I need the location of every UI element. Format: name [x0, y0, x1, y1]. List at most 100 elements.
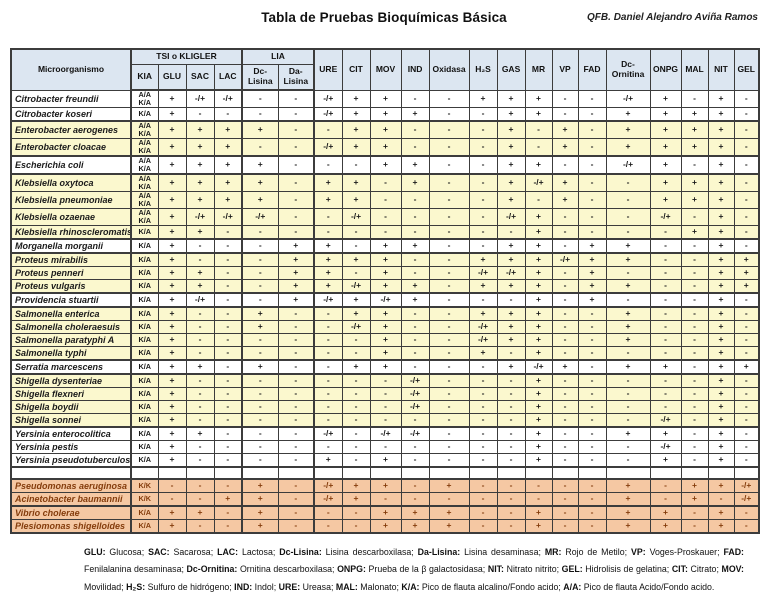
result-cell: +: [400, 238, 430, 254]
result-cell: +: [605, 478, 651, 494]
kia-result-cell: K/A: [130, 279, 159, 294]
result-cell: +: [369, 138, 402, 157]
kia-result-cell: K/A: [130, 426, 159, 442]
result-cell: -/+: [185, 89, 215, 109]
result-cell: +: [157, 89, 187, 109]
result-cell: -: [524, 191, 553, 210]
result-cell: +: [496, 120, 526, 140]
result-cell: +: [369, 238, 402, 254]
result-cell: -: [577, 505, 607, 521]
result-cell: [577, 466, 607, 480]
result-cell: -: [577, 107, 607, 122]
result-cell: -: [577, 208, 607, 227]
table-row-morganella-morganii: Morganella morganii K/A + - - - + + - + + - - + + - + + - -…: [10, 238, 760, 254]
result-cell: -: [241, 266, 279, 281]
kia-result-cell: K/K: [130, 492, 159, 507]
result-cell: +: [707, 453, 735, 468]
result-cell: -/+: [213, 89, 243, 109]
result-cell: -: [241, 252, 279, 268]
result-cell: -: [428, 373, 470, 389]
result-cell: +: [649, 107, 682, 122]
result-cell: -: [369, 225, 402, 240]
result-cell: -: [313, 208, 343, 227]
result-cell: -: [680, 238, 709, 254]
result-cell: -/+: [185, 292, 215, 308]
result-cell: +: [707, 89, 735, 109]
result-cell: -: [680, 155, 709, 175]
result-cell: -: [605, 191, 651, 210]
result-cell: -: [551, 238, 579, 254]
result-cell: +: [649, 359, 682, 375]
col-header-fad: FAD: [577, 48, 607, 91]
result-cell: +: [341, 120, 371, 140]
result-cell: +: [313, 191, 343, 210]
result-cell: -: [400, 346, 430, 361]
organism-name: Shigella boydii: [10, 400, 132, 415]
table-row-salmonella-choleraesuis: Salmonella choleraesuis K/A + - - + - - -/+ + - - -/…: [10, 320, 760, 335]
result-cell: -: [680, 453, 709, 468]
result-cell: -: [649, 492, 682, 507]
result-cell: -: [524, 492, 553, 507]
result-cell: -/+: [400, 387, 430, 402]
result-cell: -: [213, 359, 243, 375]
result-cell: +: [157, 138, 187, 157]
result-cell: -: [157, 478, 187, 494]
result-cell: +: [241, 359, 279, 375]
result-cell: -/+: [524, 359, 553, 375]
result-cell: [213, 466, 243, 480]
result-cell: -: [241, 400, 279, 415]
result-cell: [277, 466, 315, 480]
result-cell: +: [496, 279, 526, 294]
result-cell: -: [577, 453, 607, 468]
result-cell: -: [241, 440, 279, 455]
result-cell: -: [313, 519, 343, 534]
result-cell: -: [341, 225, 371, 240]
kia-result-cell: A/A K/A: [130, 89, 159, 109]
result-cell: +: [185, 138, 215, 157]
result-cell: -/+: [524, 173, 553, 193]
organism-name: Salmonella choleraesuis: [10, 320, 132, 335]
result-cell: +: [707, 346, 735, 361]
result-cell: +: [707, 279, 735, 294]
result-cell: +: [468, 306, 498, 322]
table-row-pseudomonas-aeruginosa: Pseudomonas aeruginosa K/K - - - + - -/+ + + - + - - -…: [10, 478, 760, 494]
result-cell: -: [551, 333, 579, 348]
result-cell: -: [341, 440, 371, 455]
result-cell: -: [185, 306, 215, 322]
result-cell: -/+: [313, 107, 343, 122]
result-cell: +: [369, 155, 402, 175]
result-cell: -: [468, 173, 498, 193]
result-cell: +: [496, 89, 526, 109]
result-cell: -: [313, 120, 343, 140]
result-cell: +: [369, 306, 402, 322]
result-cell: -: [213, 373, 243, 389]
result-cell: -: [577, 373, 607, 389]
result-cell: -: [313, 505, 343, 521]
result-cell: -/+: [468, 333, 498, 348]
result-cell: +: [605, 333, 651, 348]
result-cell: +: [605, 519, 651, 534]
table-row-vibrio-cholerae: Vibrio cholerae K/A + + - + - - - + + + - - + - - + + - + -: [10, 505, 760, 521]
result-cell: -/+: [313, 478, 343, 494]
result-cell: -: [649, 478, 682, 494]
result-cell: [496, 466, 526, 480]
result-cell: -: [428, 120, 470, 140]
result-cell: +: [649, 173, 682, 193]
result-cell: +: [313, 453, 343, 468]
result-cell: +: [524, 413, 553, 428]
result-cell: -: [400, 89, 430, 109]
result-cell: -: [496, 453, 526, 468]
result-cell: +: [157, 107, 187, 122]
result-cell: -: [341, 266, 371, 281]
result-cell: +: [213, 138, 243, 157]
result-cell: +: [341, 191, 371, 210]
result-cell: +: [157, 440, 187, 455]
result-cell: -: [213, 478, 243, 494]
result-cell: -: [733, 306, 760, 322]
result-cell: -: [551, 266, 579, 281]
result-cell: -: [185, 478, 215, 494]
result-cell: [157, 466, 187, 480]
result-cell: +: [524, 292, 553, 308]
result-cell: -: [551, 346, 579, 361]
result-cell: -: [707, 492, 735, 507]
